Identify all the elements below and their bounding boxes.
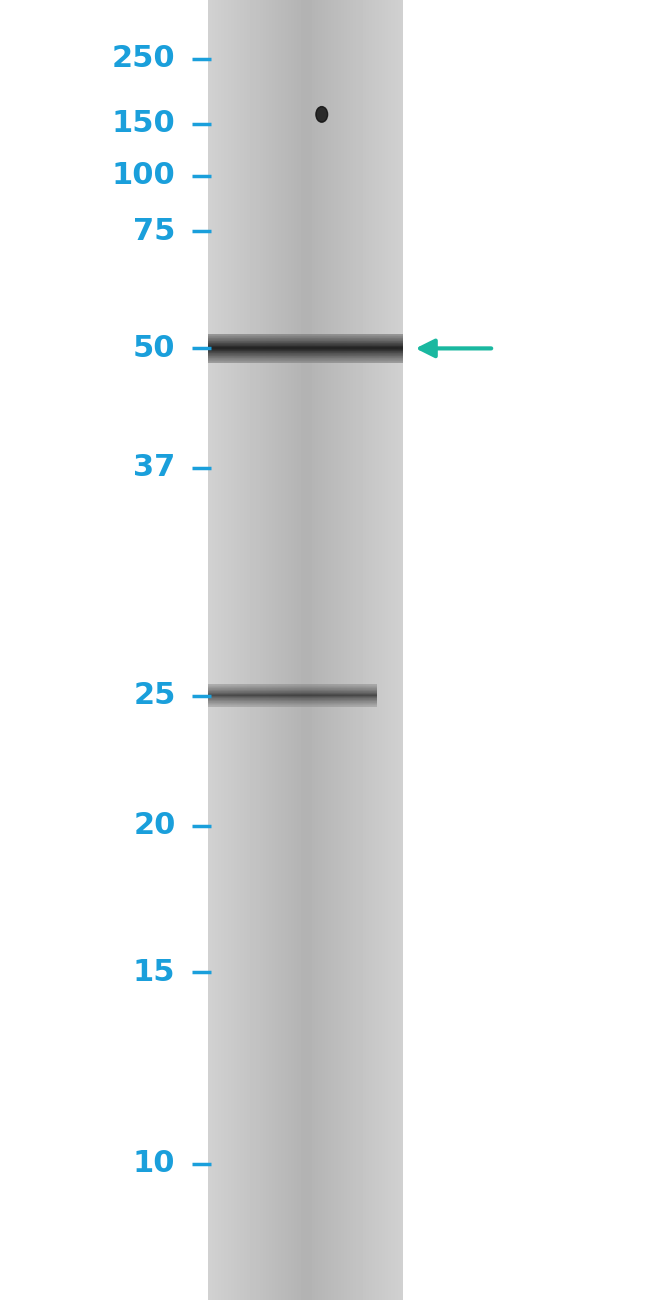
Ellipse shape xyxy=(316,107,328,122)
Text: 10: 10 xyxy=(133,1149,176,1178)
Text: 20: 20 xyxy=(133,811,176,840)
Text: 100: 100 xyxy=(112,161,176,190)
Text: 15: 15 xyxy=(133,958,176,987)
Text: 150: 150 xyxy=(112,109,176,138)
Text: 37: 37 xyxy=(133,454,176,482)
Text: 250: 250 xyxy=(112,44,176,73)
Text: 25: 25 xyxy=(133,681,176,710)
Text: 75: 75 xyxy=(133,217,176,246)
Text: 50: 50 xyxy=(133,334,176,363)
